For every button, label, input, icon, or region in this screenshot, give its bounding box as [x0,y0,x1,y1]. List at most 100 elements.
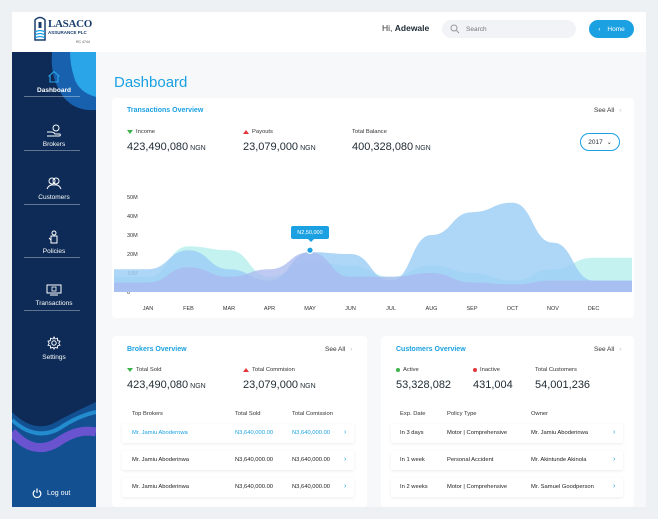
policy-type: Personal Accident [447,457,494,463]
sidebar-divider [24,150,80,151]
see-all-label: See All [325,346,346,353]
policy-owner: Mr. Jamiu Aboderinwa [531,430,589,436]
chart-highlight-point[interactable] [306,246,314,255]
broker-commission: N3,640,000.00 [292,484,331,490]
brokers-overview-card: Brokers Overview See All › Total Sold 423… [112,336,367,507]
see-all-label: See All [594,346,615,353]
chevron-right-icon: › [350,346,353,353]
status-dot-red [473,368,477,372]
stat-unit: NGN [300,145,316,152]
policies-icon [48,230,58,244]
table-row[interactable]: In 3 days Motor | Comprehensive Mr. Jami… [391,424,623,443]
brokers-title: Brokers Overview [127,346,187,353]
customers-title: Customers Overview [396,346,466,353]
brokers-see-all-link[interactable]: See All › [325,346,352,353]
chevron-right-icon: › [344,483,347,490]
stat-label-text: Total Sold [136,367,162,373]
power-icon [32,488,42,498]
sidebar-divider [24,257,80,258]
column-header: Total Comission [292,411,333,417]
stat-unit: NGN [190,145,206,152]
broker-name: Mr. Jamiu Abodernwa [132,430,188,436]
stat-unit: NGN [190,383,206,390]
app-frame: LASACO ASSURANCE PLC RC 4744 Hi, Adewale… [12,12,646,507]
column-header: Top Brokers [132,411,163,417]
stat-label-text: Total Balance [352,129,387,135]
payouts-value: 23,079,000 NGN [243,141,316,153]
sidebar-item-settings[interactable]: Settings [12,336,96,361]
policy-type: Motor | Comprehensive [447,430,508,436]
sidebar-divider [24,204,80,205]
logo-name: LASACO [48,18,93,30]
expiry-date: In 1 week [400,457,425,463]
inactive-label: Inactive [473,367,500,373]
search-input[interactable] [466,23,566,35]
chevron-right-icon: › [619,107,622,114]
transactions-see-all-link[interactable]: See All › [594,107,621,114]
sidebar-item-label: Brokers [42,141,66,148]
sidebar-item-dashboard[interactable]: Dashboard [12,70,96,94]
stat-number: 400,328,080 [352,141,414,153]
home-button[interactable]: ‹ Home [589,20,634,38]
customers-icon [46,177,62,190]
y-tick-label: 40M [127,214,138,220]
chevron-right-icon: › [613,429,616,436]
total-sold-value: 423,490,080 NGN [127,379,206,391]
trend-down-icon [127,130,133,134]
sidebar-divider [24,96,80,97]
total-balance-value: 400,328,080 NGN [352,141,431,153]
year-select[interactable]: 2017 ⌄ [580,133,620,151]
y-tick-label: 50M [127,195,138,201]
sidebar-item-label: Dashboard [37,87,71,94]
search-box[interactable] [442,20,576,38]
stat-label-text: Active [403,367,419,373]
stat-number: 423,490,080 [127,141,189,153]
table-row[interactable]: Mr. Jamiu Aboderinwa N3,640,000.00 N3,64… [122,451,354,470]
logout-button[interactable]: Log out [32,488,70,498]
chevron-right-icon: › [344,456,347,463]
chart-series-area-2 [114,252,632,292]
y-tick-label: 30M [127,233,138,239]
stat-number: 23,079,000 [243,379,299,391]
broker-name: Mr. Jamiu Aboderinwa [132,484,190,490]
sidebar-item-policies[interactable]: Policies [12,230,96,255]
chart-series-area-1 [114,202,632,292]
gear-icon [47,336,61,350]
sidebar-item-label: Transactions [35,300,73,307]
trend-up-icon [243,130,249,134]
active-value: 53,328,082 [396,379,452,391]
x-tick-label: DEC [588,306,600,312]
logout-label: Log out [47,489,71,497]
sidebar-item-transactions[interactable]: Transactions [12,283,96,307]
sidebar-item-brokers[interactable]: Brokers [12,124,96,148]
table-row[interactable]: Mr. Jamiu Abodernwa N3,640,000.00 N3,640… [122,424,354,443]
chevron-right-icon: › [344,429,347,436]
table-row[interactable]: In 1 week Personal Accident Mr. Akintund… [391,451,623,470]
customers-see-all-link[interactable]: See All › [594,346,621,353]
logo-subtitle: ASSURANCE PLC [48,30,87,35]
total-customers-label: Total Customers [535,367,577,373]
x-tick-label: OCT [507,306,519,312]
logo-rc-number: RC 4744 [76,40,90,44]
top-bar: LASACO ASSURANCE PLC RC 4744 Hi, Adewale… [12,12,646,52]
home-icon [48,70,60,83]
greeting-prefix: Hi, [382,23,393,33]
total-balance-label: Total Balance [352,129,387,135]
table-row[interactable]: In 2 weeks Motor | Comprehensive Mr. Sam… [391,478,623,497]
column-header: Total Sold [235,411,261,417]
broker-commission: N3,640,000.00 [292,430,331,436]
sidebar-item-customers[interactable]: Customers [12,177,96,201]
x-tick-label: JAN [143,306,153,312]
company-logo[interactable]: LASACO ASSURANCE PLC RC 4744 [32,16,94,48]
income-label: Income [127,129,155,135]
logo-emblem-icon [34,16,46,41]
x-tick-label: MAR [223,306,235,312]
table-row[interactable]: Mr. Jamiu Aboderinwa N3,640,000.00 N3,64… [122,478,354,497]
transactions-icon [46,284,62,296]
policy-owner: Mr. Akintunde Akinola [531,457,587,463]
year-value: 2017 [588,138,603,146]
chevron-right-icon: › [613,456,616,463]
total-sold-label: Total Sold [127,367,161,373]
stat-label-text: Inactive [480,367,500,373]
trend-up-icon [243,368,249,372]
